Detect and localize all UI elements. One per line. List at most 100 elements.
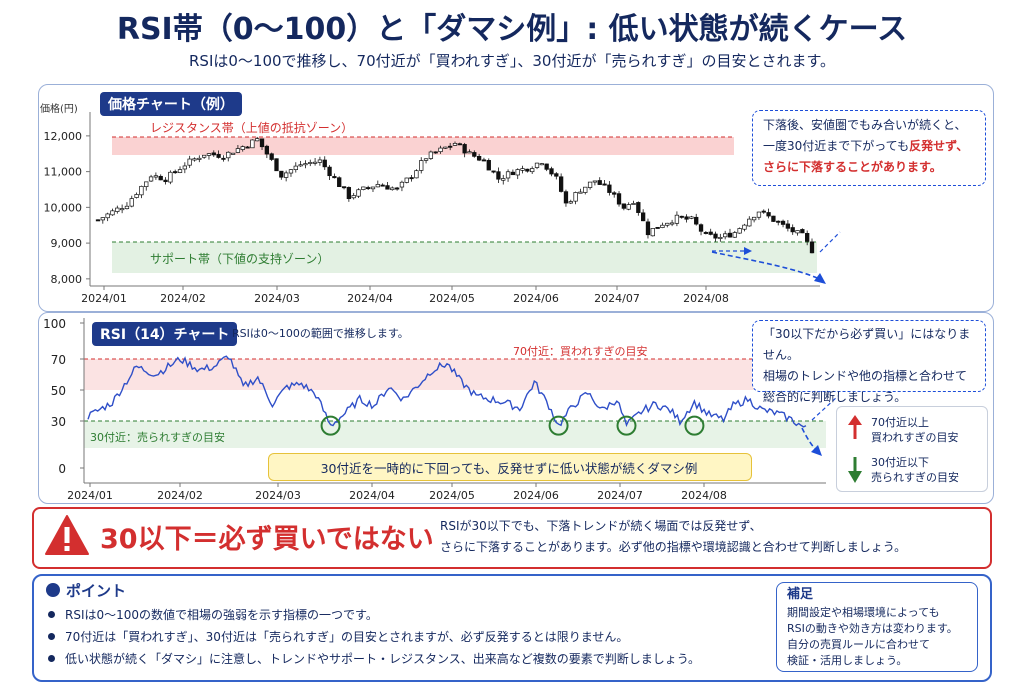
- resistance-label: レジスタンス帯（上値の抵抗ゾーン）: [150, 120, 353, 135]
- damashi-label: 30付近を一時的に下回っても、反発せずに低い状態が続くダマシ例: [320, 461, 698, 476]
- candle: [264, 145, 270, 155]
- candle: [423, 158, 429, 161]
- price-unit-label: 価格(円): [40, 104, 78, 115]
- candle: [563, 191, 569, 204]
- candle: [298, 164, 303, 167]
- candle: [158, 175, 163, 181]
- candle: [457, 143, 462, 146]
- rsi-x-tick: 2024/07: [597, 489, 643, 502]
- price-y-tick: 8,000: [51, 273, 83, 286]
- candle: [684, 216, 689, 220]
- candle: [173, 171, 178, 174]
- candle: [467, 151, 472, 154]
- rsi-caption: RSIは0〜100の範囲で推移します。: [232, 327, 409, 340]
- candle: [279, 170, 284, 178]
- rsi-chart-badge: RSI（14）チャート: [92, 322, 238, 346]
- price-note: 下落後、安値圏でもみ合いが続くと、 一度30付近まで下がっても反発せず、 さらに…: [752, 110, 986, 186]
- candle: [636, 202, 641, 213]
- down-arrow-icon: [848, 457, 862, 483]
- candle: [235, 148, 241, 153]
- price-note-line2a: 一度30付近まで下がっても: [763, 139, 910, 153]
- candle: [240, 146, 245, 150]
- candle: [385, 185, 390, 190]
- legend-down-line1: 30付近以下: [871, 456, 929, 469]
- candle: [394, 187, 400, 190]
- rsi-y-tick: 100: [43, 317, 66, 331]
- rsi-note-line2: 相場のトレンドや他の指標と合わせて: [763, 369, 968, 383]
- candle: [742, 224, 747, 230]
- overbought-label: 70付近：買われすぎの目安: [513, 344, 647, 358]
- candle: [766, 212, 771, 217]
- candle: [366, 187, 371, 190]
- candle: [361, 186, 366, 190]
- candle: [332, 176, 337, 179]
- candle: [756, 211, 762, 218]
- candle: [197, 157, 202, 160]
- candle: [124, 205, 130, 210]
- candle: [346, 187, 352, 200]
- candle: [776, 220, 781, 223]
- candle: [144, 181, 149, 187]
- candle: [486, 160, 491, 171]
- candle: [129, 198, 134, 207]
- candle: [390, 187, 395, 191]
- price-projection-arrow: [711, 251, 823, 281]
- support-label: サポート帯（下値の支持ゾーン）: [150, 251, 329, 266]
- candle: [322, 159, 327, 168]
- candle: [448, 145, 453, 148]
- candle: [288, 169, 294, 174]
- hosoku-box: 補足 期間設定や相場環境によっても RSIの動きや効き方は変わります。 自分の売…: [776, 582, 978, 672]
- candle: [419, 160, 424, 171]
- candle: [115, 207, 120, 212]
- hosoku-line: 自分の売買ルールに合わせて: [787, 638, 930, 651]
- bullet-icon: [48, 655, 55, 662]
- price-x-tick: 2024/04: [347, 292, 393, 305]
- candle: [201, 154, 207, 158]
- candle: [505, 171, 511, 179]
- candle: [669, 222, 675, 225]
- candle: [496, 171, 501, 180]
- candle: [105, 213, 110, 219]
- damashi-marker: [684, 415, 705, 436]
- price-sideways-arrowhead-icon: [744, 247, 752, 255]
- candle: [520, 168, 525, 171]
- points-list: RSIは0〜100の数値で相場の強弱を示す指標の一つです。 70付近は「買われす…: [48, 606, 700, 672]
- candle: [153, 175, 159, 178]
- candle: [660, 224, 665, 228]
- candle: [404, 177, 409, 183]
- candle: [221, 157, 226, 160]
- hosoku-line: 期間設定や相場環境によっても: [787, 606, 940, 619]
- price-note-line2b: 反発せず、: [909, 139, 969, 153]
- hosoku-line: RSIの動きや効き方は変わります。: [787, 622, 958, 635]
- warning-text-line1: RSIが30以下でも、下落トレンドが続く場面では反発せず、: [440, 519, 762, 533]
- candle: [689, 216, 694, 219]
- candle: [139, 185, 144, 196]
- up-arrow-icon: [848, 415, 862, 439]
- candle: [312, 161, 318, 164]
- candle: [501, 178, 506, 181]
- damashi-marker: [548, 415, 569, 436]
- candle: [626, 204, 631, 210]
- candle: [708, 231, 713, 235]
- candle: [737, 228, 742, 234]
- candle: [809, 241, 815, 254]
- price-y-tick: 12,000: [44, 130, 83, 143]
- candle: [554, 173, 559, 177]
- candle: [607, 184, 612, 193]
- candle: [192, 158, 197, 161]
- candle: [592, 180, 598, 183]
- candle: [583, 186, 588, 193]
- price-note-line1: 下落後、安値圏でもみ合いが続くと、: [763, 118, 967, 132]
- candle: [544, 163, 549, 170]
- candle: [370, 186, 376, 190]
- price-y-tick: 10,000: [44, 201, 83, 214]
- points-item: RSIは0〜100の数値で相場の強弱を示す指標の一つです。: [48, 606, 700, 628]
- candle: [665, 222, 670, 226]
- rsi-y-tick: 30: [51, 415, 66, 429]
- candle: [771, 215, 776, 222]
- page-title: RSI帯（0〜100）と「ダマシ例」: 低い状態が続くケース: [116, 12, 908, 47]
- candle: [698, 224, 704, 232]
- candle: [351, 195, 356, 199]
- price-note-line3: さらに下落することがあります。: [763, 160, 942, 174]
- candle: [375, 184, 380, 188]
